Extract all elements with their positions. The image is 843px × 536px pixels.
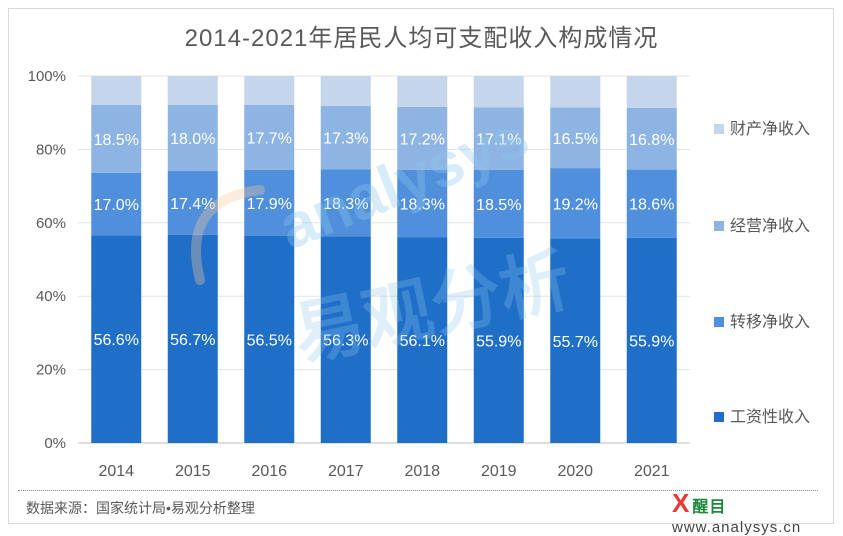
y-tick-label: 20% bbox=[36, 362, 66, 379]
bar-segment bbox=[167, 76, 218, 105]
x-tick-label: 2017 bbox=[328, 463, 364, 480]
bar-segment bbox=[473, 169, 524, 238]
data-label: 18.5% bbox=[94, 132, 139, 149]
bar-segment bbox=[320, 169, 371, 237]
bar-segment bbox=[626, 107, 677, 170]
data-label: 17.0% bbox=[94, 197, 139, 214]
x-tick-label: 2018 bbox=[404, 463, 440, 480]
data-label: 17.1% bbox=[476, 132, 521, 149]
data-label: 16.5% bbox=[553, 131, 598, 148]
data-label: 18.0% bbox=[170, 131, 215, 148]
data-label: 17.2% bbox=[400, 131, 445, 148]
legend-label: 财产净收入 bbox=[730, 119, 810, 138]
bar-segment bbox=[397, 237, 448, 443]
x-tick-label: 2021 bbox=[634, 463, 670, 480]
x-tick-label: 2020 bbox=[557, 463, 593, 480]
data-label: 55.7% bbox=[553, 334, 598, 351]
legend-label: 经营净收入 bbox=[730, 216, 810, 235]
bar-segment bbox=[397, 76, 448, 107]
legend-swatch bbox=[714, 124, 724, 134]
data-label: 56.1% bbox=[400, 333, 445, 350]
data-label: 19.2% bbox=[553, 196, 598, 213]
chart-title: 2014-2021年居民人均可支配收入构成情况 bbox=[184, 25, 659, 52]
bar-segment bbox=[91, 76, 142, 105]
brand-mark-icon: X bbox=[672, 488, 691, 518]
bar-segment bbox=[91, 235, 142, 443]
data-label: 17.3% bbox=[323, 130, 368, 147]
bar-segment bbox=[550, 76, 601, 108]
data-label: 56.3% bbox=[323, 333, 368, 350]
data-label: 16.8% bbox=[629, 132, 674, 149]
brand-url: www.analysys.cn bbox=[672, 519, 802, 536]
bar-segment bbox=[550, 107, 601, 169]
data-source-note: 数据来源：国家统计局•易观分析整理 bbox=[26, 500, 255, 516]
data-label: 18.3% bbox=[400, 197, 445, 214]
bar-segment bbox=[167, 171, 218, 235]
bar-segment bbox=[244, 169, 295, 236]
y-tick-label: 60% bbox=[36, 215, 66, 232]
bar-segment bbox=[626, 237, 677, 443]
legend-label: 工资性收入 bbox=[730, 407, 810, 426]
brand-logo[interactable]: X 醒目 www.analysys.cn bbox=[672, 488, 801, 536]
bar-segment bbox=[244, 104, 295, 170]
bar-segment bbox=[626, 169, 677, 238]
data-label: 17.9% bbox=[247, 196, 292, 213]
bar-segment bbox=[167, 104, 218, 172]
x-tick-label: 2014 bbox=[98, 463, 134, 480]
bar-segment bbox=[473, 237, 524, 443]
bar-segment bbox=[244, 235, 295, 443]
bar-segment bbox=[91, 104, 142, 173]
data-label: 56.7% bbox=[170, 332, 215, 349]
legend-swatch bbox=[714, 221, 724, 231]
bar-segment bbox=[320, 76, 371, 106]
bar-segment bbox=[550, 168, 601, 239]
bar-segment bbox=[91, 172, 142, 236]
footer-divider bbox=[18, 490, 818, 491]
legend-swatch bbox=[714, 412, 724, 422]
data-label: 18.6% bbox=[629, 197, 674, 214]
x-tick-label: 2015 bbox=[175, 463, 211, 480]
bar-segment bbox=[626, 76, 677, 108]
data-label: 17.7% bbox=[247, 130, 292, 147]
bar-segment bbox=[473, 107, 524, 170]
legend-label: 转移净收入 bbox=[730, 312, 810, 331]
data-label: 56.6% bbox=[94, 332, 139, 349]
bar-segment bbox=[473, 76, 524, 108]
y-tick-label: 0% bbox=[44, 435, 66, 452]
bar-segment bbox=[320, 105, 371, 170]
data-label: 55.9% bbox=[476, 333, 521, 350]
y-tick-label: 80% bbox=[36, 141, 66, 158]
bar-segment bbox=[320, 236, 371, 443]
brand-name: 醒目 bbox=[692, 499, 727, 516]
data-label: 55.9% bbox=[629, 333, 674, 350]
bar-segment bbox=[167, 234, 218, 443]
y-tick-label: 100% bbox=[28, 68, 66, 85]
x-tick-label: 2019 bbox=[481, 463, 517, 480]
bar-segment bbox=[397, 106, 448, 170]
data-label: 18.5% bbox=[476, 197, 521, 214]
data-label: 17.4% bbox=[170, 196, 215, 213]
y-tick-label: 40% bbox=[36, 288, 66, 305]
bar-segment bbox=[244, 76, 295, 105]
bar-segment bbox=[550, 238, 601, 443]
data-label: 18.3% bbox=[323, 196, 368, 213]
legend-swatch bbox=[714, 317, 724, 327]
bar-segment bbox=[397, 169, 448, 238]
x-tick-label: 2016 bbox=[251, 463, 287, 480]
data-label: 56.5% bbox=[247, 332, 292, 349]
